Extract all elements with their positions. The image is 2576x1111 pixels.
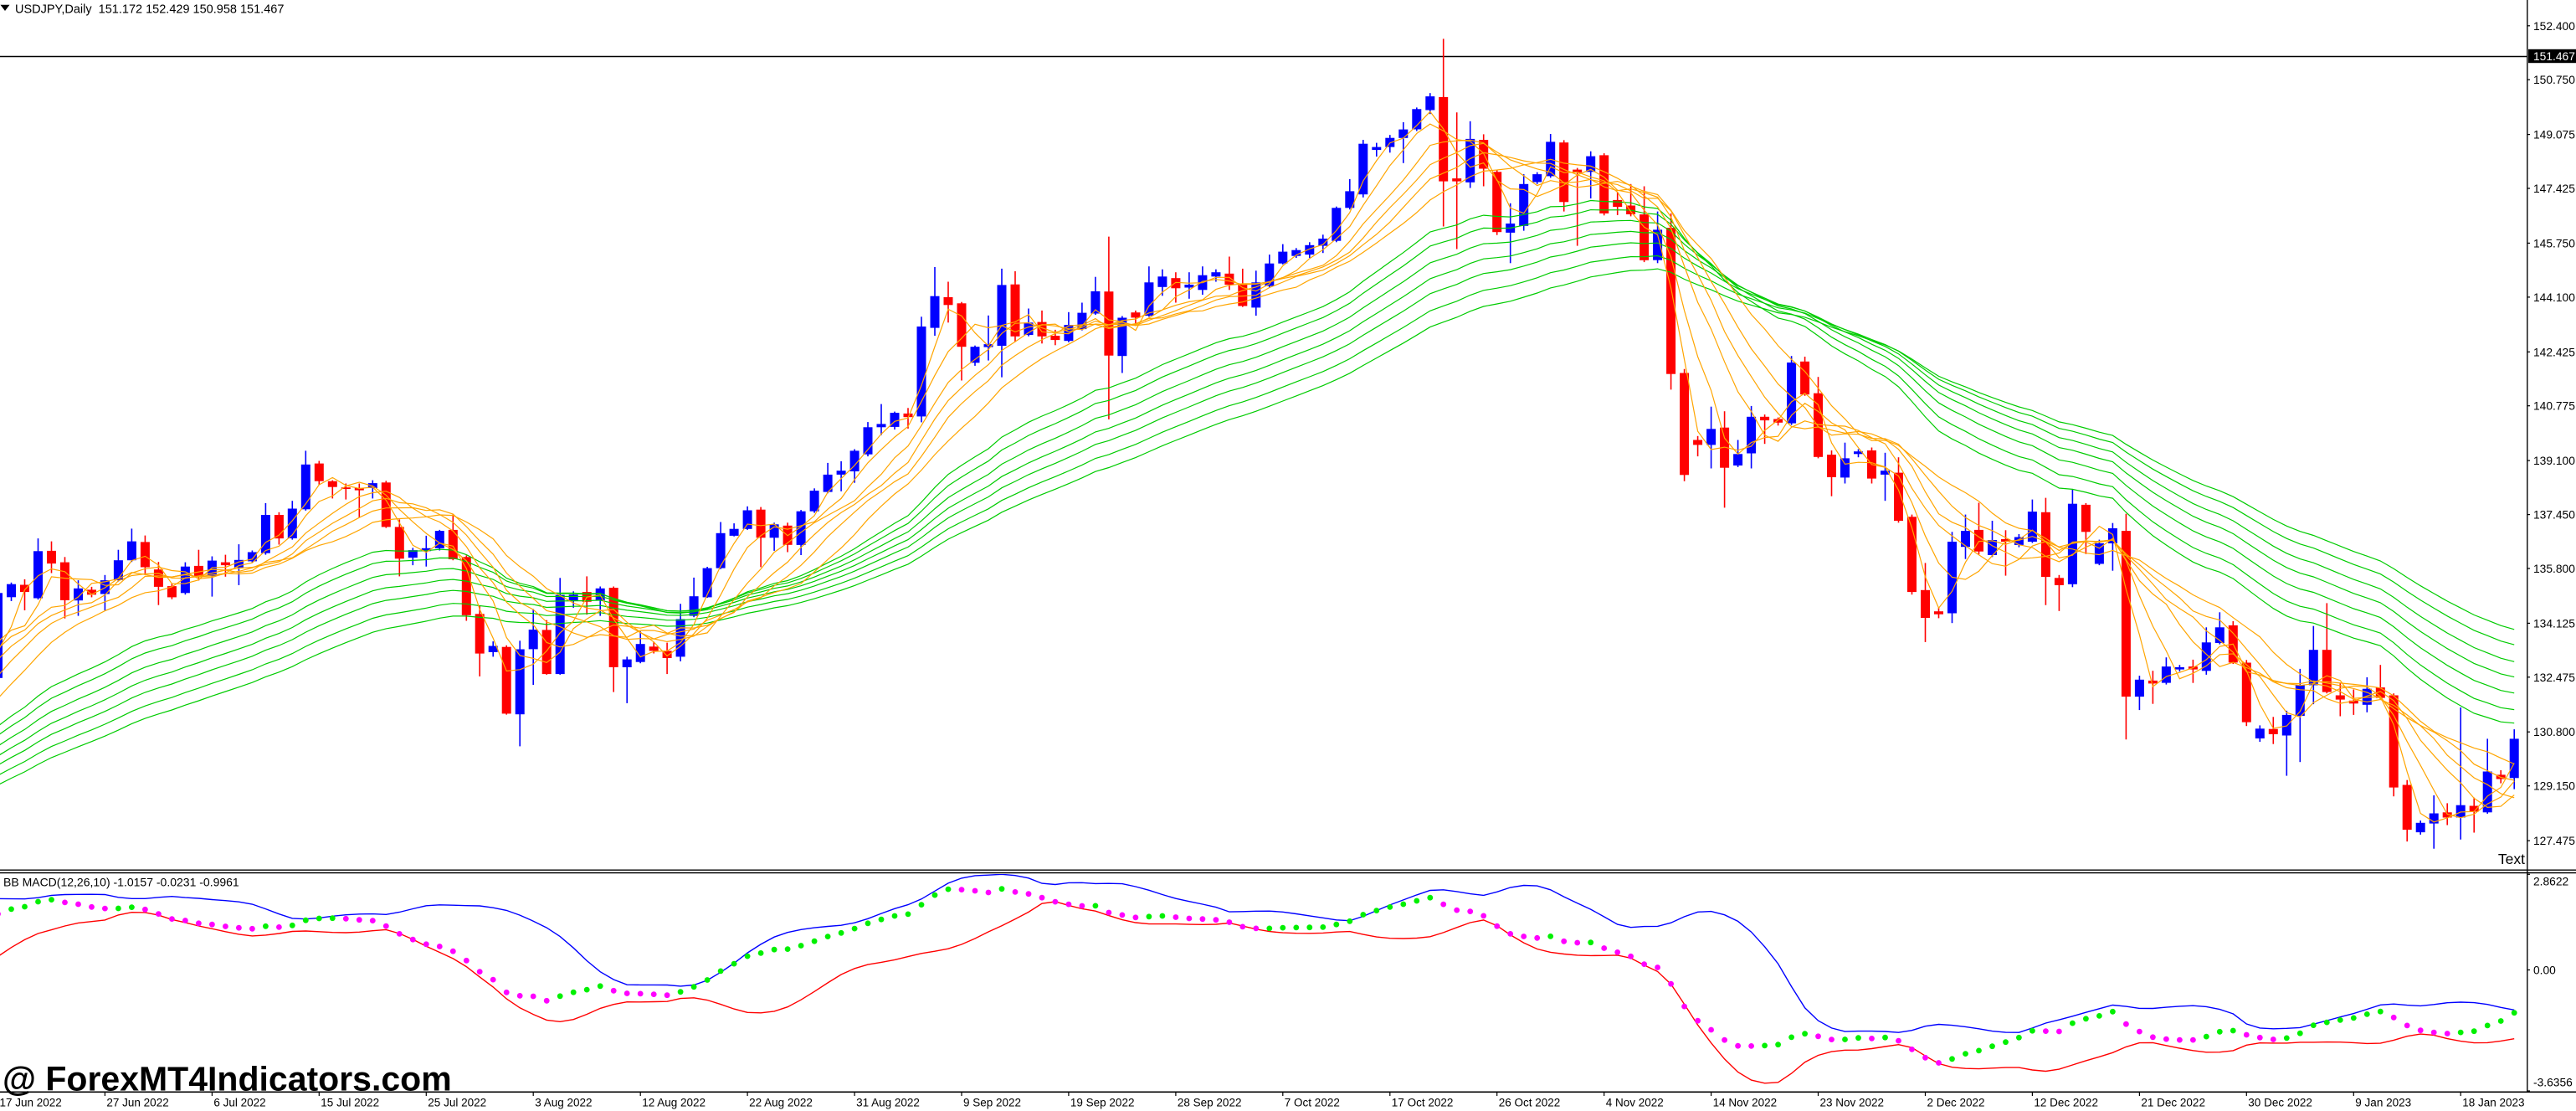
svg-text:31 Aug 2022: 31 Aug 2022: [856, 1097, 920, 1109]
svg-text:7 Oct 2022: 7 Oct 2022: [1285, 1097, 1340, 1109]
svg-text:26 Oct 2022: 26 Oct 2022: [1499, 1097, 1561, 1109]
svg-text:15 Jul 2022: 15 Jul 2022: [321, 1097, 379, 1109]
svg-text:140.775: 140.775: [2533, 400, 2575, 413]
svg-text:30 Dec 2022: 30 Dec 2022: [2248, 1097, 2312, 1109]
svg-text:3 Aug 2022: 3 Aug 2022: [535, 1097, 592, 1109]
svg-text:2 Dec 2022: 2 Dec 2022: [1927, 1097, 1985, 1109]
svg-text:127.475: 127.475: [2533, 835, 2575, 847]
svg-text:23 Nov 2022: 23 Nov 2022: [1820, 1097, 1885, 1109]
svg-text:4 Nov 2022: 4 Nov 2022: [1606, 1097, 1664, 1109]
svg-text:Text: Text: [2498, 851, 2525, 867]
svg-text:25 Jul 2022: 25 Jul 2022: [428, 1097, 486, 1109]
svg-text:12 Aug 2022: 12 Aug 2022: [642, 1097, 706, 1109]
svg-text:18 Jan 2023: 18 Jan 2023: [2462, 1097, 2524, 1109]
svg-text:12 Dec 2022: 12 Dec 2022: [2034, 1097, 2098, 1109]
svg-text:130.800: 130.800: [2533, 726, 2575, 738]
svg-text:9 Jan 2023: 9 Jan 2023: [2355, 1097, 2411, 1109]
svg-text:137.450: 137.450: [2533, 509, 2575, 522]
svg-text:21 Dec 2022: 21 Dec 2022: [2141, 1097, 2205, 1109]
svg-text:14 Nov 2022: 14 Nov 2022: [1713, 1097, 1778, 1109]
svg-text:129.150: 129.150: [2533, 780, 2575, 793]
svg-text:-3.6356: -3.6356: [2533, 1077, 2573, 1089]
svg-text:134.125: 134.125: [2533, 617, 2575, 630]
svg-text:145.750: 145.750: [2533, 237, 2575, 249]
svg-text:2.8622: 2.8622: [2533, 876, 2568, 888]
svg-text:17 Jun 2022: 17 Jun 2022: [0, 1097, 62, 1109]
svg-text:150.750: 150.750: [2533, 74, 2575, 86]
svg-text:BB MACD(12,26,10) -1.0157 -0.0: BB MACD(12,26,10) -1.0157 -0.0231 -0.996…: [3, 876, 239, 889]
svg-text:151.467: 151.467: [2533, 50, 2575, 63]
svg-text:139.100: 139.100: [2533, 455, 2575, 467]
svg-text:22 Aug 2022: 22 Aug 2022: [749, 1097, 813, 1109]
svg-text:142.425: 142.425: [2533, 346, 2575, 358]
svg-text:19 Sep 2022: 19 Sep 2022: [1070, 1097, 1135, 1109]
svg-text:144.100: 144.100: [2533, 291, 2575, 304]
svg-text:152.400: 152.400: [2533, 20, 2575, 33]
svg-text:0.00: 0.00: [2533, 964, 2556, 977]
svg-text:9 Sep 2022: 9 Sep 2022: [963, 1097, 1021, 1109]
svg-text:6 Jul 2022: 6 Jul 2022: [213, 1097, 265, 1109]
svg-text:132.475: 132.475: [2533, 671, 2575, 684]
svg-text:@ ForexMT4Indicators.com: @ ForexMT4Indicators.com: [3, 1060, 452, 1098]
svg-text:17 Oct 2022: 17 Oct 2022: [1392, 1097, 1454, 1109]
svg-text:135.800: 135.800: [2533, 563, 2575, 575]
svg-text:149.075: 149.075: [2533, 129, 2575, 141]
svg-text:USDJPY,Daily 151.172 152.429: USDJPY,Daily 151.172 152.429 150.958 151…: [15, 3, 284, 17]
svg-text:28 Sep 2022: 28 Sep 2022: [1178, 1097, 1242, 1109]
svg-text:27 Jun 2022: 27 Jun 2022: [106, 1097, 168, 1109]
svg-text:147.425: 147.425: [2533, 183, 2575, 195]
